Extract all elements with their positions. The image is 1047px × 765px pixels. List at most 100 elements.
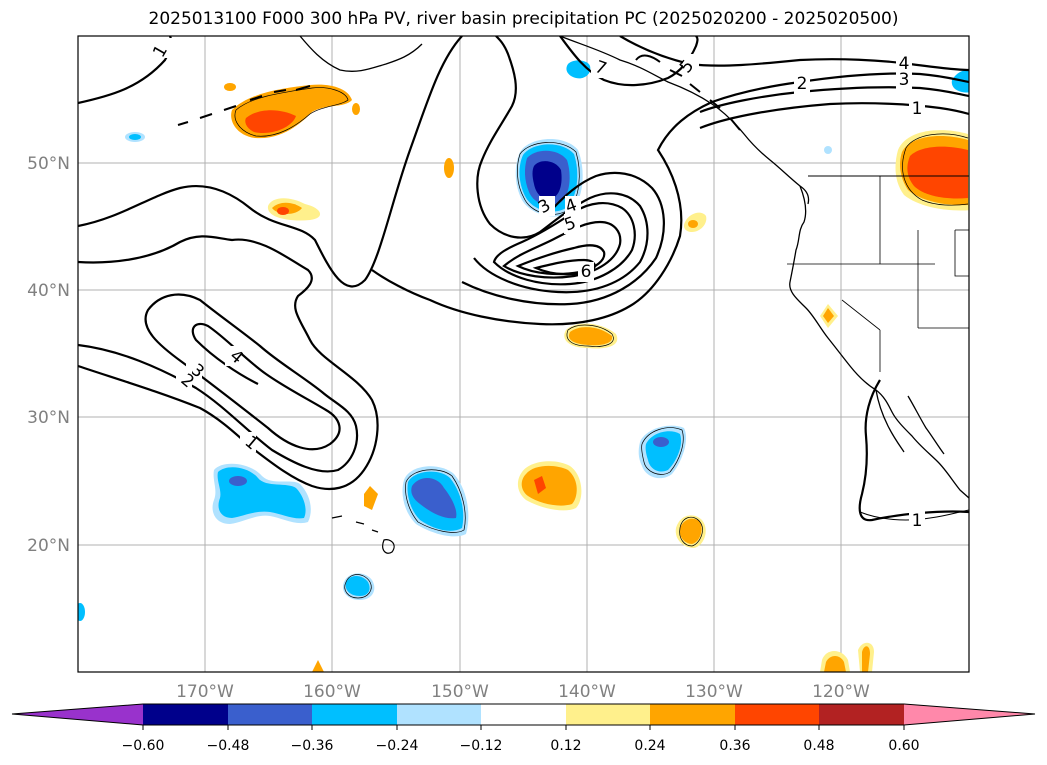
- precip-positive-blob: [534, 476, 546, 494]
- bc-coast: [789, 185, 969, 499]
- precip-positive-blob: [277, 207, 289, 215]
- precip-positive-blob: [444, 158, 454, 178]
- colorbar-tick: 0.24: [634, 738, 665, 754]
- colorbar-segment: [397, 704, 481, 725]
- colorbar: −0.60 −0.48 −0.36 −0.24 −0.12 0.12 0.24 …: [11, 703, 1036, 754]
- precip-positive-blob: [824, 656, 846, 672]
- alaska-coast: [299, 36, 810, 205]
- lon-labels: 170°W 160°W 150°W 140°W 130°W 120°W: [176, 682, 870, 702]
- precip-negative-blob: [653, 437, 669, 447]
- colorbar-segment: [143, 704, 228, 725]
- pv-contour: [78, 36, 463, 288]
- lat-label: 40°N: [27, 281, 70, 301]
- precip-positive-blob: [688, 220, 698, 228]
- pv-contour: [78, 235, 379, 490]
- precip-negative-blob: [229, 476, 247, 486]
- contour-label: 4: [899, 54, 910, 74]
- precip-positive-blob: [568, 327, 613, 346]
- pv-contour: [559, 36, 699, 87]
- precip-outline: [905, 133, 969, 149]
- precip-outline: [902, 147, 969, 206]
- aleutian-islands: [177, 85, 311, 126]
- precip-positive-blob: [352, 103, 360, 115]
- precip-outline: [679, 516, 703, 547]
- colorbar-extend-high: [904, 704, 1035, 725]
- precip-positive-blob: [679, 518, 702, 544]
- contour-labels: 1 5 4 3 2 1 4 5 6 3 4 2 3 1: [149, 38, 925, 531]
- pv-contour: [473, 36, 649, 294]
- precip-negative-blob: [824, 146, 832, 154]
- lon-label: 120°W: [812, 682, 870, 702]
- colorbar-segment: [819, 704, 904, 725]
- precip-outline: [566, 324, 614, 347]
- baja-coast: [875, 389, 945, 455]
- precip-positive-blob: [224, 83, 236, 91]
- precip-outline: [641, 427, 684, 475]
- map-frame: [77, 35, 970, 673]
- map-area: 1 5 4 3 2 1 4 5 6 3 4 2 3 1: [78, 36, 969, 672]
- pv-contour: [78, 293, 359, 473]
- contour-label: 6: [581, 262, 592, 282]
- map-title: 2025013100 F000 300 hPa PV, river basin …: [148, 9, 899, 29]
- pv-contour: [492, 202, 636, 286]
- lat-labels: 50°N 40°N 30°N 20°N: [27, 154, 70, 556]
- pv-contours: [78, 36, 969, 522]
- pv-contour: [858, 379, 969, 522]
- lon-label: 160°W: [303, 682, 361, 702]
- gridlines: [78, 36, 969, 672]
- contour-label: 3: [899, 70, 910, 90]
- precip-negative-blob: [532, 161, 562, 200]
- lat-label: 20°N: [27, 536, 70, 556]
- colorbar-segment: [566, 704, 650, 725]
- precip-positive-blob: [907, 146, 968, 199]
- lon-label: 170°W: [176, 682, 234, 702]
- lon-label: 150°W: [431, 682, 489, 702]
- lon-label: 130°W: [685, 682, 743, 702]
- precip-outline: [344, 574, 372, 599]
- precip-positive-blob: [245, 110, 296, 134]
- colorbar-tick: 0.48: [803, 738, 834, 754]
- lon-label: 140°W: [558, 682, 616, 702]
- precip-positive-blob: [862, 646, 870, 672]
- colorbar-segment: [735, 704, 819, 725]
- colorbar-tick: 0.36: [719, 738, 750, 754]
- colorbar-segment: [481, 704, 566, 725]
- colorbar-tick: −0.36: [291, 738, 334, 754]
- precip-shading: [78, 60, 969, 672]
- precip-negative-blob: [78, 603, 85, 621]
- precip-negative-blob: [345, 576, 370, 596]
- precip-positive-blob: [312, 660, 324, 672]
- precip-negative-blob: [217, 467, 306, 519]
- precip-outline: [405, 469, 466, 533]
- precip-outline: [234, 87, 349, 137]
- pv-contour: [699, 102, 969, 130]
- precip-positive-blob: [364, 486, 378, 510]
- colorbar-tick: −0.12: [460, 738, 503, 754]
- pv-contour: [461, 171, 665, 306]
- colorbar-segment: [650, 704, 735, 725]
- hawaii-islands: [331, 515, 395, 554]
- coastlines: [177, 36, 969, 554]
- pv-contour: [619, 36, 969, 72]
- lat-label: 50°N: [27, 154, 70, 174]
- precip-positive-blob: [823, 308, 834, 323]
- pv-contour: [699, 86, 969, 114]
- contour-label: 1: [912, 511, 923, 531]
- contour-label: 1: [912, 99, 923, 119]
- pv-contour: [502, 220, 622, 279]
- precip-positive-blob: [521, 465, 577, 506]
- state-borders: [787, 176, 969, 372]
- colorbar-tick: −0.24: [376, 738, 419, 754]
- pv-contour: [371, 72, 969, 326]
- colorbar-segment: [312, 704, 397, 725]
- precip-negative-blob: [411, 477, 457, 519]
- colorbar-tick: 0.12: [550, 738, 581, 754]
- precip-positive-blob: [231, 84, 352, 139]
- lat-label: 30°N: [27, 408, 70, 428]
- colorbar-tick: −0.48: [207, 738, 250, 754]
- colorbar-tick: 0.60: [888, 738, 919, 754]
- precip-negative-blob: [129, 134, 141, 140]
- colorbar-extend-low: [12, 704, 143, 725]
- contour-label: 2: [797, 74, 808, 94]
